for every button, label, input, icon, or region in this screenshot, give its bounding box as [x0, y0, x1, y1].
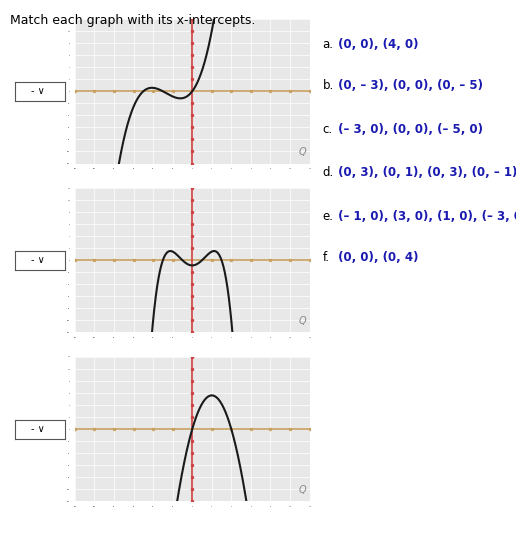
Text: - ∨: - ∨: [30, 255, 44, 265]
Text: Q: Q: [299, 148, 307, 158]
Text: (0, 0), (4, 0): (0, 0), (4, 0): [334, 38, 419, 51]
Text: - ∨: - ∨: [30, 424, 44, 434]
Text: c.: c.: [322, 123, 333, 136]
Text: Q: Q: [299, 317, 307, 326]
Text: a.: a.: [322, 38, 333, 51]
Text: Q: Q: [299, 486, 307, 495]
Text: - ∨: - ∨: [30, 86, 44, 96]
Text: (0, – 3), (0, 0), (0, – 5): (0, – 3), (0, 0), (0, – 5): [334, 79, 483, 92]
Text: Match each graph with its x-intercepts.: Match each graph with its x-intercepts.: [10, 14, 256, 27]
Text: (0, 3), (0, 1), (0, 3), (0, – 1): (0, 3), (0, 1), (0, 3), (0, – 1): [334, 166, 516, 179]
Text: b.: b.: [322, 79, 334, 92]
Text: (0, 0), (0, 4): (0, 0), (0, 4): [334, 251, 419, 264]
Text: (– 3, 0), (0, 0), (– 5, 0): (– 3, 0), (0, 0), (– 5, 0): [334, 123, 483, 136]
Text: e.: e.: [322, 210, 333, 223]
Text: f.: f.: [322, 251, 330, 264]
Text: (– 1, 0), (3, 0), (1, 0), (– 3, 0): (– 1, 0), (3, 0), (1, 0), (– 3, 0): [334, 210, 516, 223]
Text: d.: d.: [322, 166, 334, 179]
